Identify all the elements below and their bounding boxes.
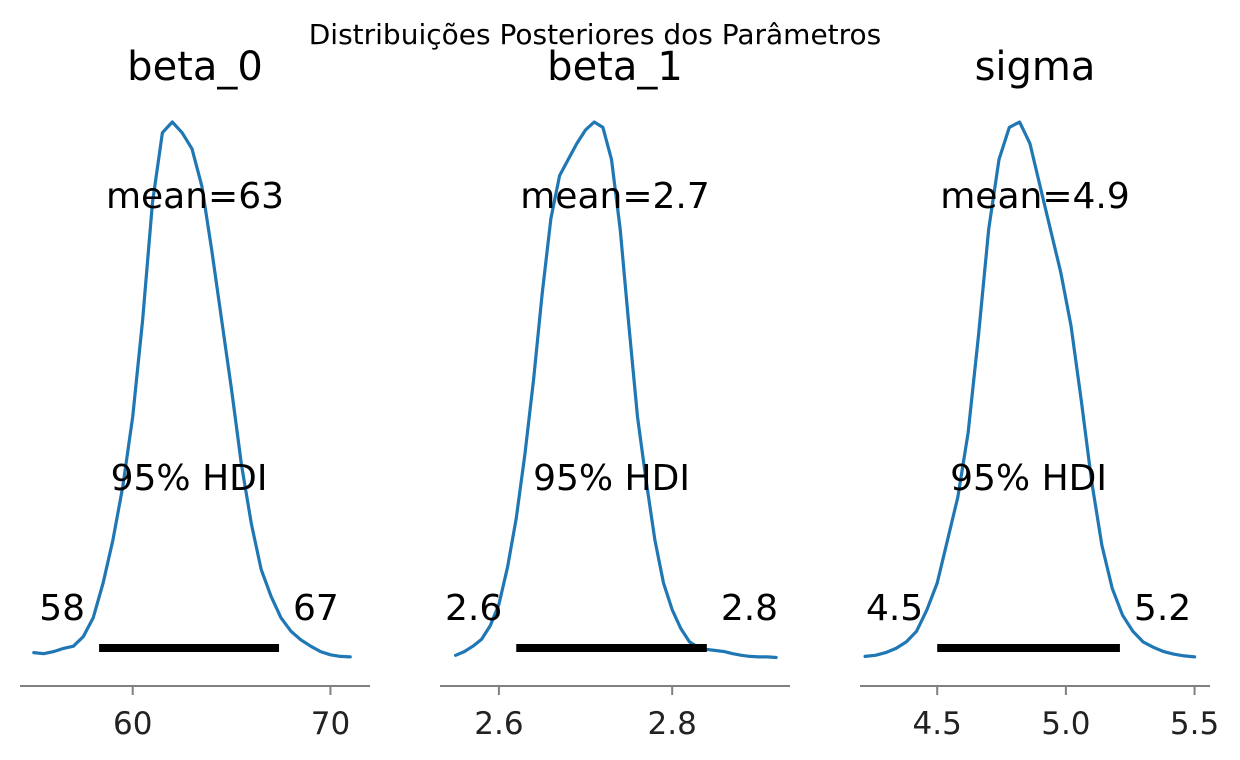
panel-beta_0: beta_0 mean=63 95% HDI 58 67 60 70	[20, 44, 370, 742]
density-curve	[863, 120, 1197, 659]
hdi-label: 95% HDI	[111, 458, 268, 499]
panel-sigma: sigma mean=4.9 95% HDI 4.5 5.2 4.5 5.0 5.5	[860, 44, 1219, 742]
panel-beta_1: beta_1 mean=2.7 95% HDI 2.6 2.8 2.6 2.8	[440, 44, 790, 742]
x-tick-label: 70	[311, 706, 350, 742]
hdi-high-label: 2.8	[721, 588, 778, 629]
figure-title: Distribuições Posteriores dos Parâmetros	[309, 18, 882, 51]
panels: beta_0 mean=63 95% HDI 58 67 60 70 beta_1 mean=2…	[20, 44, 1219, 742]
hdi-low-label: 58	[39, 588, 85, 629]
x-tick-label: 60	[113, 706, 152, 742]
x-tick-label: 5.0	[1041, 706, 1090, 742]
mean-label: mean=4.9	[940, 176, 1130, 217]
density-curve	[454, 120, 778, 660]
hdi-high-label: 5.2	[1134, 588, 1191, 629]
panel-title: beta_0	[127, 44, 263, 90]
x-tick-label: 2.6	[474, 706, 523, 742]
x-tick-label: 4.5	[913, 706, 962, 742]
hdi-high-label: 67	[293, 588, 339, 629]
panel-title: sigma	[975, 44, 1096, 90]
panel-title: beta_1	[547, 44, 683, 90]
mean-label: mean=2.7	[520, 176, 710, 217]
mean-label: mean=63	[106, 176, 284, 217]
hdi-label: 95% HDI	[950, 458, 1107, 499]
x-tick-label: 5.5	[1170, 706, 1219, 742]
hdi-label: 95% HDI	[533, 458, 690, 499]
density-curve	[32, 120, 352, 659]
hdi-low-label: 2.6	[445, 588, 502, 629]
x-tick-label: 2.8	[648, 706, 697, 742]
hdi-low-label: 4.5	[866, 588, 923, 629]
